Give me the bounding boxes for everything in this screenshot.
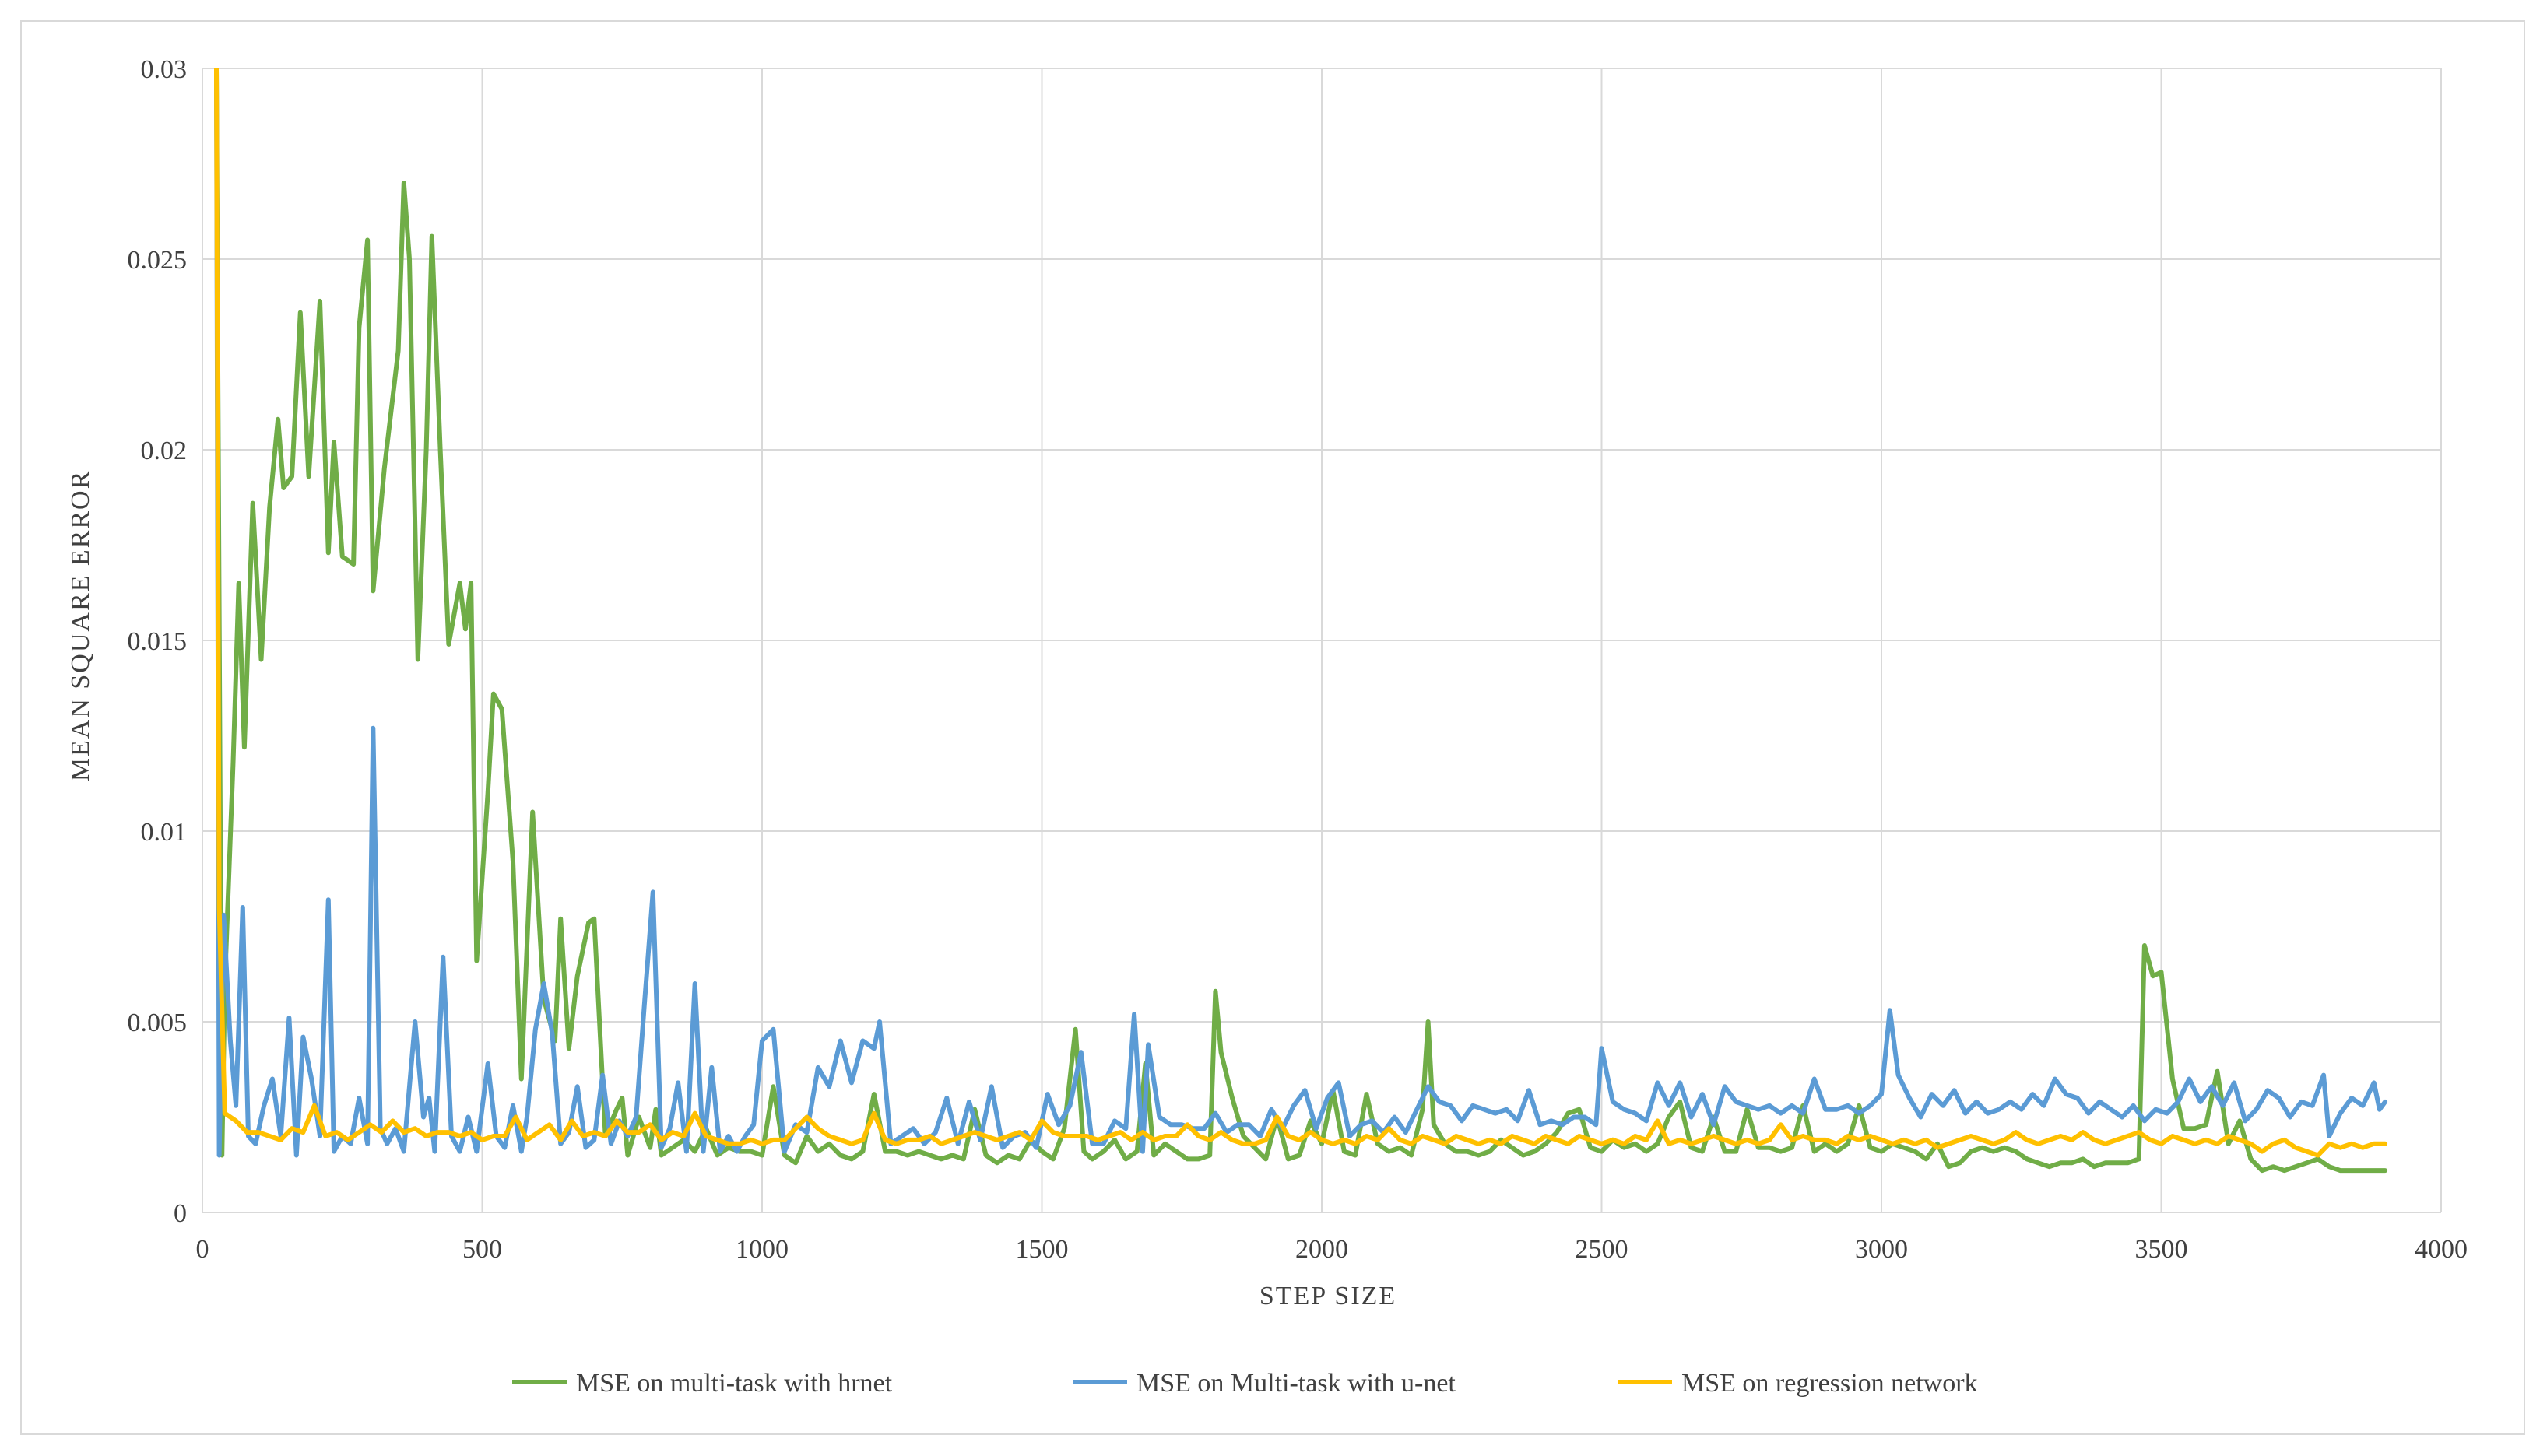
y-tick-label: 0.01 (141, 818, 188, 847)
x-tick-label: 0 (196, 1235, 209, 1264)
legend-label: MSE on Multi-task with u-net (1136, 1369, 1456, 1398)
y-tick-label: 0.015 (128, 627, 188, 656)
x-tick-label: 3500 (2135, 1235, 2188, 1264)
y-tick-label: 0.025 (128, 246, 188, 275)
legend: MSE on multi-task with hrnet MSE on Multi… (512, 1369, 1978, 1398)
x-tick-label: 500 (462, 1235, 502, 1264)
y-tick-label: 0 (174, 1199, 187, 1228)
x-tick-label: 1500 (1016, 1235, 1069, 1264)
x-tick-label: 2500 (1576, 1235, 1628, 1264)
grid-lines (202, 68, 2442, 1213)
y-tick-label: 0.03 (141, 55, 188, 84)
x-tick-label: 3000 (1855, 1235, 1908, 1264)
x-tick-label: 1000 (736, 1235, 789, 1264)
y-tick-label: 0.005 (128, 1009, 188, 1037)
series-lines (214, 68, 2388, 1174)
legend-label: MSE on multi-task with hrnet (576, 1369, 893, 1398)
y-tick-label: 0.02 (141, 437, 188, 465)
legend-label: MSE on regression network (1681, 1369, 1978, 1398)
x-tick-label: 4000 (2415, 1235, 2468, 1264)
series-line-3 (214, 68, 2388, 1158)
x-tick-label: 2000 (1295, 1235, 1348, 1264)
series-line-2 (214, 68, 2388, 1158)
line-chart: 0 500 1000 1500 2000 2500 3000 3500 4000 0 0.005 0.… (66, 55, 2468, 1398)
tick-labels: 0 500 1000 1500 2000 2500 3000 3500 4000 0 0.005 0.… (128, 55, 2468, 1264)
chart-container: 0 500 1000 1500 2000 2500 3000 3500 4000 0 0.005 0.… (20, 20, 2525, 1435)
x-axis-title: STEP SIZE (1259, 1282, 1396, 1310)
series-line-1 (214, 68, 2388, 1174)
y-axis-title: MEAN SQUARE ERROR (66, 470, 95, 781)
